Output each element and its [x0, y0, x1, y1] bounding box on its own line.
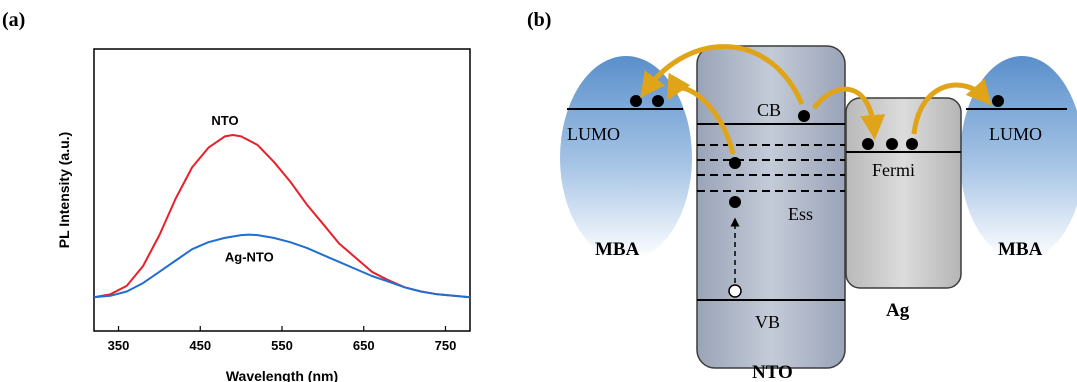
mba-left-ellipse: [560, 56, 692, 260]
nto-label: NTO: [752, 362, 793, 382]
transfer-arrow-ess-to-mba: [667, 72, 736, 155]
ag-label: Ag: [886, 300, 910, 321]
band-diagram: LUMO LUMO MBA MBA CB VB Ess Fermi NTO Ag: [560, 44, 1077, 382]
series-line-ag-nto: [93, 233, 471, 299]
electron: [992, 95, 1004, 107]
mba-right-ellipse: [960, 56, 1077, 260]
electron: [729, 157, 741, 169]
lumo-right-label: LUMO: [989, 124, 1042, 144]
panel-a-label: (a): [2, 9, 25, 31]
chart-series-group: [93, 134, 471, 299]
x-tick-label: 450: [189, 338, 211, 353]
pl-chart: 350 450 550 650 750 NTO Ag-NTO Wavelength (n…: [56, 48, 471, 382]
electron: [652, 95, 664, 107]
electron: [862, 138, 874, 150]
series-line-nto: [93, 134, 471, 299]
ag-block: [845, 97, 962, 289]
x-tick-label: 550: [271, 338, 293, 353]
electron: [906, 138, 918, 150]
hole: [728, 284, 742, 298]
panel-b-label: (b): [527, 9, 551, 31]
series-label-ag-nto: Ag-NTO: [225, 250, 274, 265]
transfer-arrow-fermi-to-mba: [911, 78, 992, 135]
y-axis-title: PL Intensity (a.u.): [56, 132, 72, 248]
chart-ticks-group: 350 450 550 650 750: [108, 326, 457, 353]
vb-label: VB: [755, 312, 780, 332]
fermi-label: Fermi: [872, 160, 915, 180]
electron: [798, 110, 810, 122]
lumo-left-label: LUMO: [567, 124, 620, 144]
ess-label: Ess: [788, 204, 813, 224]
x-tick-label: 650: [353, 338, 375, 353]
x-tick-label: 750: [435, 338, 457, 353]
series-label-nto: NTO: [211, 113, 238, 128]
electron: [886, 138, 898, 150]
transfer-arrow-cb-to-fermi: [812, 86, 886, 140]
transfer-arrow-cb-to-mba: [640, 44, 805, 105]
mba-right-label: MBA: [998, 239, 1043, 260]
electron: [729, 196, 741, 208]
x-axis-title: Wavelength (nm): [226, 368, 338, 382]
cb-label: CB: [757, 100, 781, 120]
x-tick-label: 350: [108, 338, 130, 353]
electron: [630, 95, 642, 107]
mba-left-label: MBA: [595, 239, 640, 260]
